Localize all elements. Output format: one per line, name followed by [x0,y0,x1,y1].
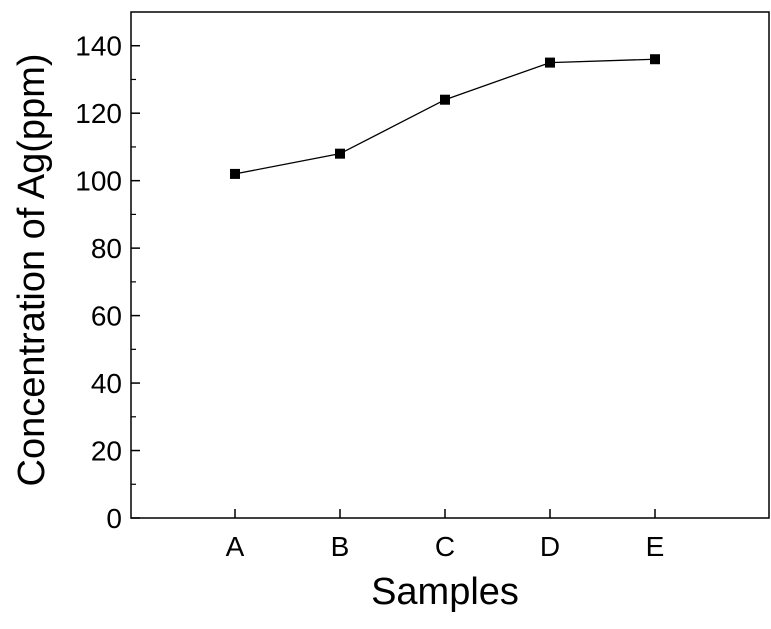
data-point [545,57,555,68]
y-tick-label: 140 [75,31,122,62]
x-tick-label: D [540,531,560,562]
y-tick-label: 60 [91,301,122,332]
y-axis-title: Concentration of Ag(ppm) [11,53,53,486]
y-tick-label: 0 [106,503,122,534]
x-axis-title: Samples [371,571,519,613]
y-tick-label: 20 [91,436,122,467]
axes [130,11,770,519]
data-point [335,148,345,159]
y-tick-label: 80 [91,233,122,264]
y-tick-label: 40 [91,368,122,399]
ticks: 0 20 40 60 80 100 120 140 A B C D E [75,31,664,562]
data-point [650,54,660,65]
y-tick-label: 100 [75,166,122,197]
series-layer [230,54,660,179]
data-point [440,94,450,105]
series-line [234,58,656,175]
data-point [230,168,240,179]
plot-frame [130,11,770,519]
y-tick-label: 120 [75,98,122,129]
x-tick-label: A [226,531,245,562]
x-tick-label: E [646,531,665,562]
x-tick-label: B [331,531,350,562]
x-tick-label: C [435,531,455,562]
